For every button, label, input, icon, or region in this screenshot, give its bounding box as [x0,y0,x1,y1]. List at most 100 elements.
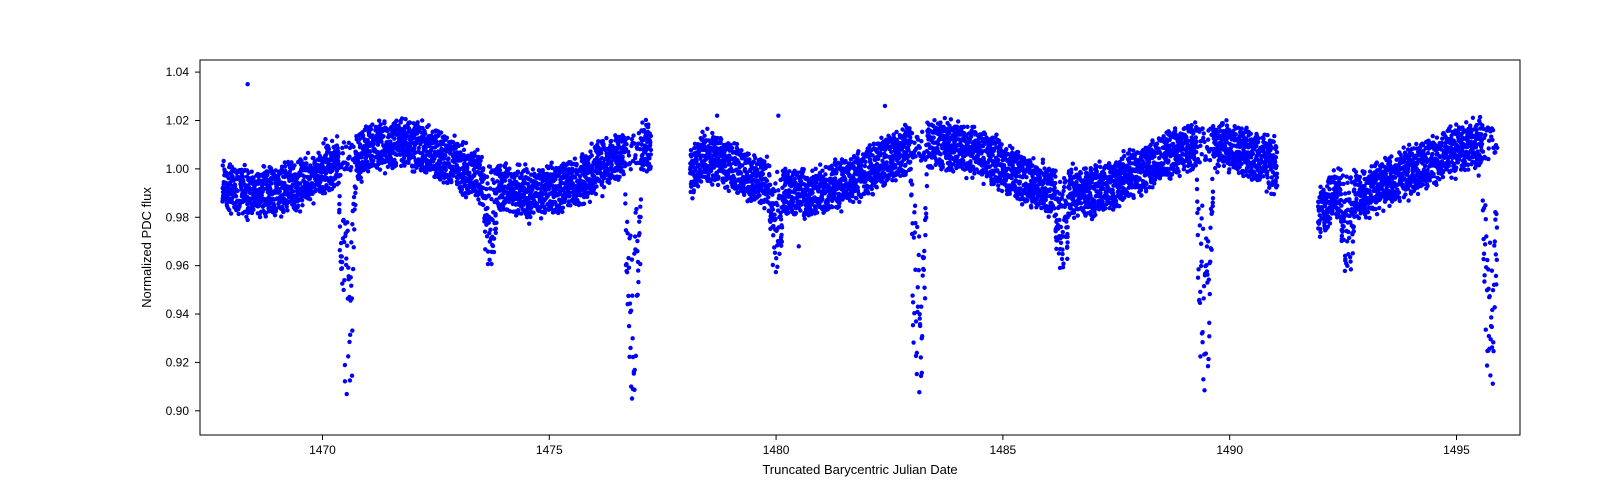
data-point [487,193,491,197]
data-point [354,186,358,190]
data-point [912,210,916,214]
data-point [773,217,777,221]
data-point [233,182,237,186]
data-point [923,206,927,210]
data-point [851,200,855,204]
data-point [588,200,592,204]
data-point [870,187,874,191]
data-point [366,169,370,173]
data-point [696,184,700,188]
data-point [241,178,245,182]
data-point [561,205,565,209]
data-point [359,176,363,180]
data-point [786,210,790,214]
data-point [771,207,775,211]
data-point [779,233,783,237]
data-point [420,118,424,122]
data-point [922,249,926,253]
data-point [910,131,914,135]
data-point [629,167,633,171]
data-point [489,262,493,266]
data-point [909,167,913,171]
data-point [762,206,766,210]
data-point [378,167,382,171]
data-point [382,121,386,125]
data-point [857,200,861,204]
data-point [351,145,355,149]
y-tick-label: 0.96 [166,259,190,273]
data-point [361,133,365,137]
data-point [443,153,447,157]
data-point [235,189,239,193]
data-point [780,240,784,244]
data-point [403,117,407,121]
data-point [917,312,921,316]
data-point [923,296,927,300]
data-point [504,161,508,165]
data-point [485,206,489,210]
data-point [488,228,492,232]
data-point [352,245,356,249]
data-point [344,256,348,260]
data-point [349,240,353,244]
data-point [633,234,637,238]
data-point [337,181,341,185]
data-point [774,256,778,260]
data-point [716,183,720,187]
data-point [649,134,653,138]
data-point [573,156,577,160]
data-point [938,152,942,156]
data-point [590,153,594,157]
data-point [417,146,421,150]
data-point [345,244,349,248]
data-point [341,151,345,155]
data-point [793,177,797,181]
data-point [919,304,923,308]
data-point [648,140,652,144]
data-point [868,143,872,147]
data-point [773,181,777,185]
data-point [631,133,635,137]
data-point [815,210,819,214]
data-point [968,169,972,173]
data-point [775,203,779,207]
data-point [503,178,507,182]
data-point [765,179,769,183]
data-point [632,141,636,145]
data-point [893,165,897,169]
data-point [630,336,634,340]
data-point [833,176,837,180]
data-point [353,191,357,195]
data-point [378,122,382,126]
data-point [909,192,913,196]
data-point [452,133,456,137]
data-point [920,371,924,375]
data-point [594,192,598,196]
data-point [910,293,914,297]
data-point [446,156,450,160]
data-point [221,163,225,167]
data-point [702,133,706,137]
data-point [746,152,750,156]
data-point [465,166,469,170]
data-point [449,180,453,184]
data-point [922,286,926,290]
data-point [839,209,843,213]
data-point [336,159,340,163]
data-point [918,145,922,149]
data-point [589,142,593,146]
y-tick-label: 1.00 [166,162,190,176]
data-point [475,148,479,152]
data-point [250,170,254,174]
data-point [383,171,387,175]
data-point [630,257,634,261]
data-point [996,183,1000,187]
data-point [630,294,634,298]
data-point [335,134,339,138]
data-point [719,137,723,141]
data-point [918,316,922,320]
data-point [264,214,268,218]
data-point [337,208,341,212]
data-point [779,217,783,221]
data-point [633,153,637,157]
